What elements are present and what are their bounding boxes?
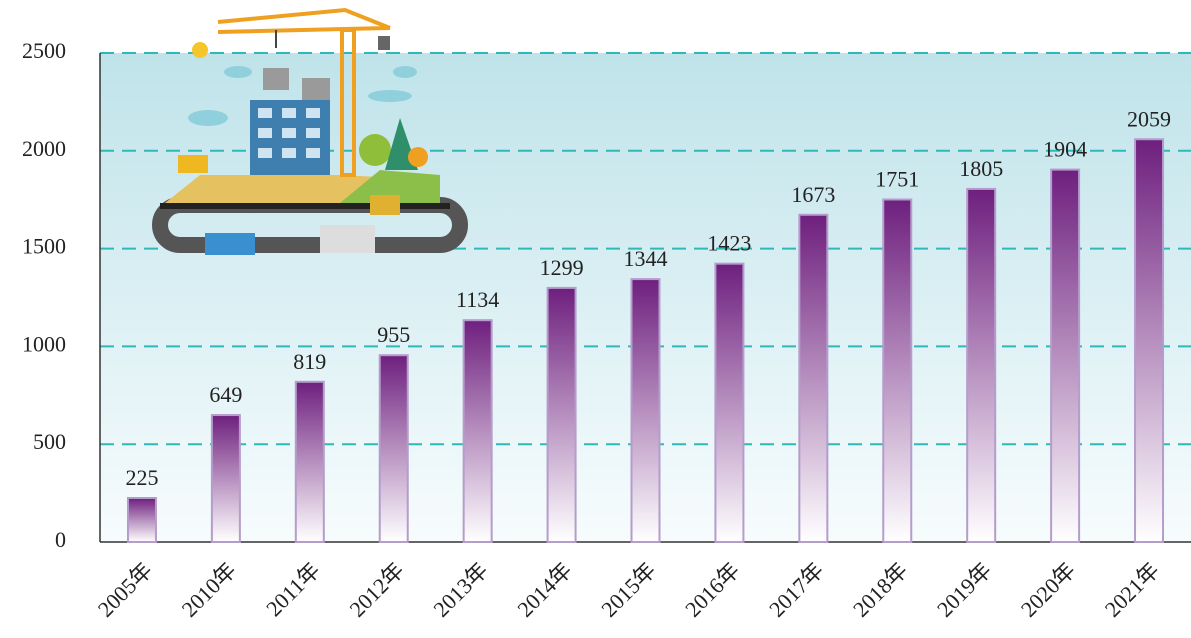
value-label: 1134	[456, 287, 499, 312]
value-label: 1805	[959, 156, 1003, 181]
bar	[462, 319, 493, 543]
x-tick-label: 2019年	[932, 557, 996, 621]
y-tick-label: 2000	[22, 136, 66, 161]
x-tick-label: 2005年	[93, 557, 157, 621]
x-tick-label: 2020年	[1016, 557, 1080, 621]
bar	[546, 286, 577, 543]
bar	[882, 198, 913, 543]
y-tick-label: 0	[55, 527, 66, 552]
x-tick-label: 2012年	[344, 557, 408, 621]
x-tick-label: 2021年	[1100, 557, 1164, 621]
bar	[630, 278, 661, 543]
bar	[966, 187, 997, 544]
value-label: 1423	[707, 231, 751, 256]
x-tick-label: 2011年	[261, 557, 325, 621]
bar	[798, 213, 829, 543]
value-label: 955	[377, 322, 410, 347]
value-label: 1904	[1043, 137, 1087, 162]
bar	[1134, 138, 1165, 543]
value-label: 2059	[1127, 106, 1171, 131]
bar	[126, 496, 157, 543]
x-tick-label: 2014年	[512, 557, 576, 621]
x-tick-label: 2018年	[848, 557, 912, 621]
construction-illustration	[152, 7, 468, 255]
y-tick-label: 500	[33, 429, 66, 454]
x-tick-label: 2015年	[596, 557, 660, 621]
value-label: 1673	[791, 182, 835, 207]
value-label: 1751	[875, 167, 919, 192]
x-tick-label: 2016年	[680, 557, 744, 621]
y-tick-label: 1500	[22, 234, 66, 259]
bar	[714, 262, 745, 543]
bar	[1050, 168, 1081, 543]
y-tick-label: 1000	[22, 331, 66, 356]
x-tick-label: 2010年	[177, 557, 241, 621]
value-label: 1299	[540, 255, 584, 280]
value-label: 819	[293, 349, 326, 374]
value-label: 1344	[624, 246, 668, 271]
bar	[378, 354, 409, 543]
x-tick-label: 2017年	[764, 557, 828, 621]
value-label: 225	[125, 465, 158, 490]
y-tick-label: 2500	[22, 38, 66, 63]
bar	[210, 414, 241, 543]
x-tick-label: 2013年	[428, 557, 492, 621]
bar	[294, 380, 325, 543]
value-label: 649	[209, 382, 242, 407]
